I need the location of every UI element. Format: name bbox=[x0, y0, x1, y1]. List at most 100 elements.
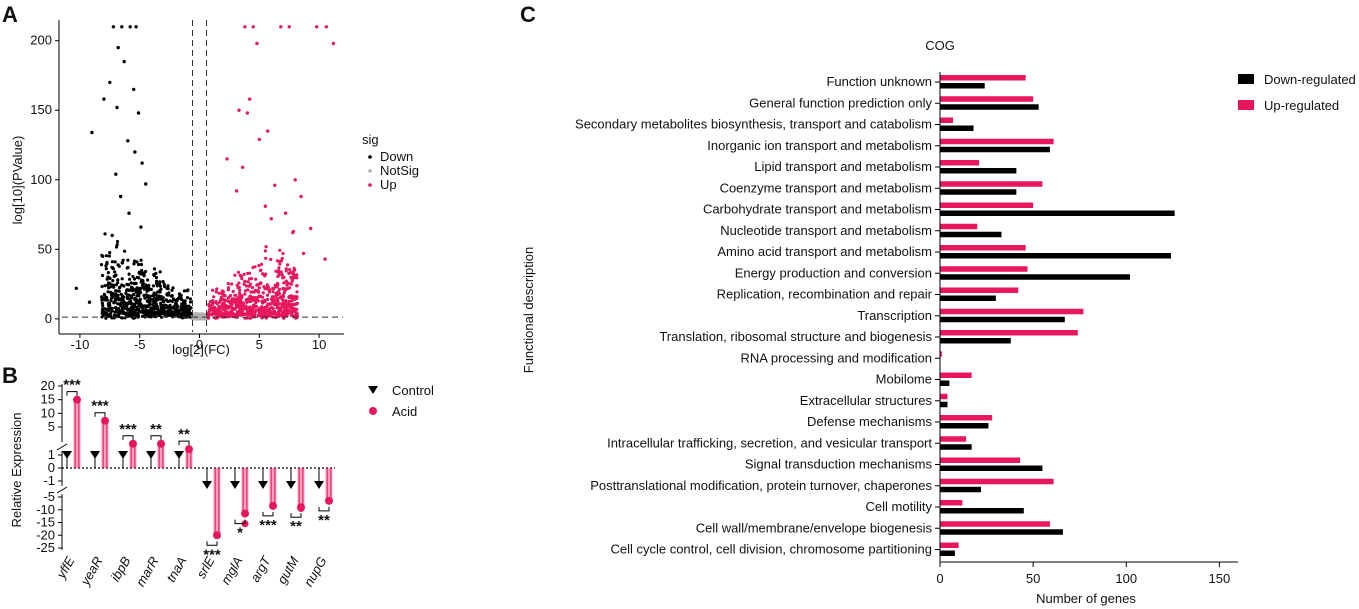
acid-marker bbox=[241, 509, 249, 518]
up-regulated-bar bbox=[940, 117, 954, 123]
gene-label: tnaA bbox=[163, 554, 189, 585]
down-point bbox=[107, 254, 111, 258]
legend-notsig-label: NotSig bbox=[380, 163, 419, 178]
up-regulated-bar bbox=[940, 372, 972, 378]
cog-title: COG bbox=[925, 38, 955, 53]
cog-legend: Down-regulated Up-regulated bbox=[1238, 72, 1356, 113]
down-point bbox=[158, 270, 162, 274]
cog-category-labels: Function unknown General function predict… bbox=[575, 74, 940, 557]
up-regulated-bar bbox=[940, 287, 1019, 293]
up-regulated-bar bbox=[940, 245, 1026, 251]
up-point bbox=[236, 304, 240, 309]
down-point bbox=[120, 261, 124, 265]
cog-category-label: Replication, recombination and repair bbox=[717, 287, 933, 302]
up-point bbox=[315, 25, 319, 29]
up-point bbox=[226, 288, 230, 292]
down-point bbox=[169, 311, 173, 315]
down-regulated-bar bbox=[940, 274, 1130, 280]
up-point bbox=[257, 286, 261, 290]
up-point bbox=[266, 302, 270, 306]
up-point bbox=[280, 256, 284, 261]
up-point bbox=[254, 277, 258, 281]
down-point bbox=[177, 292, 181, 296]
up-point bbox=[286, 308, 290, 312]
down-point bbox=[139, 225, 143, 229]
up-point bbox=[290, 313, 294, 317]
up-point bbox=[255, 41, 259, 46]
up-point bbox=[289, 282, 293, 286]
down-point bbox=[134, 311, 138, 315]
control-marker bbox=[174, 451, 184, 459]
down-regulated-bar bbox=[940, 104, 1039, 110]
volcano-y-tick-label: 0 bbox=[45, 311, 52, 326]
down-point bbox=[116, 281, 120, 285]
down-point bbox=[155, 284, 159, 288]
acid-marker bbox=[325, 496, 333, 505]
down-point bbox=[161, 299, 165, 303]
up-point bbox=[262, 306, 267, 310]
up-point bbox=[270, 312, 274, 316]
volcano-y-label: log[10](PValue) bbox=[10, 136, 25, 225]
down-point bbox=[135, 275, 139, 279]
up-regulated-bar bbox=[940, 223, 978, 230]
up-point bbox=[238, 288, 242, 292]
panel-label-c: C bbox=[520, 2, 536, 27]
down-point bbox=[111, 25, 116, 29]
up-point bbox=[228, 310, 232, 314]
expr-y-tick-label: 10 bbox=[41, 405, 55, 420]
up-point bbox=[257, 264, 261, 268]
up-point bbox=[230, 282, 234, 286]
down-point bbox=[140, 161, 144, 165]
cog-y-label: Functional description bbox=[521, 247, 536, 373]
up-point bbox=[251, 311, 255, 315]
cog-x-tick-label: 50 bbox=[1026, 571, 1040, 586]
up-point bbox=[324, 25, 328, 29]
down-point bbox=[102, 97, 106, 101]
control-marker bbox=[286, 481, 296, 489]
down-point bbox=[182, 304, 186, 309]
down-point bbox=[141, 280, 145, 284]
significance-bracket bbox=[290, 513, 302, 518]
up-point bbox=[309, 226, 313, 231]
notsig-point bbox=[191, 316, 195, 320]
acid-marker bbox=[157, 439, 165, 448]
down-point bbox=[159, 301, 163, 305]
down-point bbox=[125, 288, 129, 292]
expr-y-tick-label: -10 bbox=[36, 502, 55, 517]
up-point bbox=[233, 273, 237, 277]
down-point bbox=[139, 305, 143, 309]
volcano-y-tick-label: 50 bbox=[38, 241, 52, 256]
expr-y-tick-label: 0 bbox=[48, 460, 55, 475]
up-point bbox=[235, 283, 239, 287]
up-point bbox=[260, 295, 265, 299]
up-point bbox=[323, 257, 327, 261]
up-point bbox=[290, 295, 295, 299]
down-point bbox=[185, 289, 189, 293]
cog-category-label: Cell wall/membrane/envelope biogenesis bbox=[696, 520, 933, 535]
significance-label: *** bbox=[119, 421, 137, 438]
control-marker bbox=[146, 451, 156, 459]
up-point bbox=[265, 297, 269, 302]
volcano-plot: -10 -5 0 5 10 0 50 100 150 200 log[2](FC) log[10… bbox=[10, 20, 419, 357]
down-point bbox=[142, 285, 146, 290]
legend-control-label: Control bbox=[392, 383, 434, 398]
down-point bbox=[107, 276, 111, 280]
up-point bbox=[274, 269, 278, 273]
up-point bbox=[239, 296, 243, 300]
up-point bbox=[240, 277, 244, 281]
down-point bbox=[164, 298, 168, 302]
down-point bbox=[169, 294, 173, 298]
up-point bbox=[250, 305, 254, 309]
down-point bbox=[147, 300, 151, 304]
down-point bbox=[105, 262, 109, 266]
down-regulated-bar bbox=[940, 465, 1043, 471]
up-point bbox=[272, 286, 276, 291]
cog-category-label: Secondary metabolites biosynthesis, tran… bbox=[575, 117, 932, 132]
down-point bbox=[108, 80, 112, 85]
down-point bbox=[104, 267, 108, 271]
down-point bbox=[148, 294, 152, 298]
down-point bbox=[113, 313, 117, 317]
up-point bbox=[290, 280, 294, 284]
gene-labels: yffE yeaR ibpB marR tnaA srlE mglA argT gutM nupG bbox=[53, 553, 330, 589]
control-marker bbox=[118, 451, 128, 459]
